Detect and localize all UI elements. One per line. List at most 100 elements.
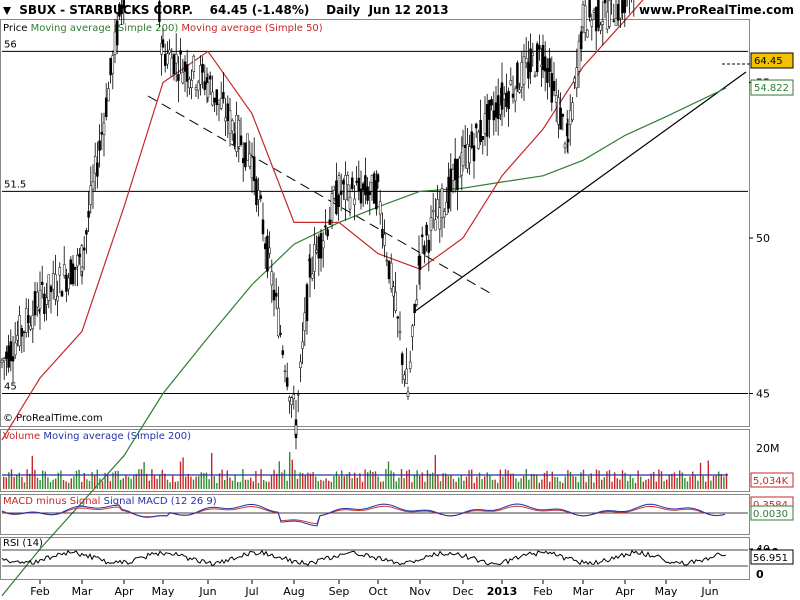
candle-body [38,309,41,312]
volume-bar [341,470,343,489]
uptrend-line [413,71,747,313]
volume-bar [226,470,228,489]
candle-body [350,177,354,190]
volume-bar [588,476,590,489]
volume-bar [546,470,548,489]
volume-bar [671,473,673,489]
volume-bar [603,477,605,489]
macd-line [1,503,726,527]
volume-bar [299,472,301,489]
candle-body [436,199,439,218]
candle-body [285,377,289,387]
candle-body [496,95,500,119]
candle-body [339,190,343,195]
volume-bar [393,472,395,489]
volume-bar [385,469,387,489]
volume-bar [218,473,221,489]
volume-bar [309,473,312,489]
volume-bar [16,475,18,489]
volume-bar [458,477,460,489]
volume-bar [161,469,163,489]
candle-body [283,370,287,372]
volume-bar [231,480,234,489]
volume-bar [549,481,551,489]
site-link[interactable]: www.ProRealTime.com [639,3,794,17]
volume-bar [114,471,117,489]
volume-bar [39,479,41,489]
candle-body [299,361,302,369]
volume-bar [166,479,169,489]
rsi-line: 100056.951 [1,546,794,581]
legend-macd-signal: Signal MACD (12 26 9) [103,496,217,507]
volume-bar [673,472,676,489]
volume-bar [494,479,496,489]
macd-badge-2: 0.0030 [753,509,788,520]
candle-body [69,259,73,285]
candle-body [461,145,465,167]
candle-body [96,162,99,177]
candle-body [516,62,519,89]
candle-body [179,50,182,55]
volume-bar [34,469,36,489]
candle-body [215,89,219,106]
candle-body [263,243,267,250]
candle-body [381,228,384,239]
volume-bar [377,476,379,489]
candle-body [375,180,378,210]
candle-body [54,274,57,300]
volume-bar [663,481,665,489]
volume-bar [577,482,579,489]
candle-body [378,201,382,215]
candle-body [479,119,482,143]
volume-bar [621,470,624,489]
volume-bar [528,479,530,489]
volume-bar [408,469,410,489]
candle-body [566,138,570,143]
volume-bar [403,478,405,489]
candle-body [364,175,367,196]
candle-body [583,5,587,33]
candle-body [78,253,81,258]
volume-bar [57,472,59,489]
volume-bar [304,475,306,489]
volume-bar [515,478,517,489]
volume-bar [499,469,501,489]
volume-bars: 20M 5,034K [2,442,794,489]
candle-body [93,156,97,174]
candle-body [505,92,508,107]
candle-body [405,368,408,384]
volume-bar [260,469,262,489]
level-label: 56 [4,39,17,50]
volume-bar [29,473,31,489]
volume-bar [712,475,715,489]
volume-bar [601,479,603,489]
candle-body [2,358,6,362]
ma200-badge: 54.822 [754,83,789,94]
volume-bar [296,478,299,489]
candle-body [552,81,556,91]
candle-body [206,82,210,98]
volume-bar [83,473,85,489]
volume-bar [484,476,486,489]
candle-body [447,176,450,209]
candle-body [621,0,624,14]
volume-bar [156,478,158,489]
volume-bar [315,476,317,489]
volume-bar [645,479,647,489]
ma200-line [1,87,727,597]
candle-body [87,210,90,218]
volume-bar [75,470,78,489]
chart-date: Jun 12 2013 [368,3,449,17]
rsi-axis-0: 0 [756,568,764,581]
volume-bar [307,472,309,489]
candle-body [348,196,352,210]
x-tick-label: Jun [198,585,216,598]
volume-bar [681,472,683,489]
volume-bar [18,472,20,489]
volume-bar [525,469,527,489]
volume-bar [486,472,488,489]
candle-body [261,219,265,235]
legend-macd-hist: MACD minus Signal [3,496,101,507]
candle-body [168,49,171,53]
time-axis: Feb Mar Apr May Jun Jul Aug Sep Oct Nov Dec 2013 Feb… [30,580,719,598]
